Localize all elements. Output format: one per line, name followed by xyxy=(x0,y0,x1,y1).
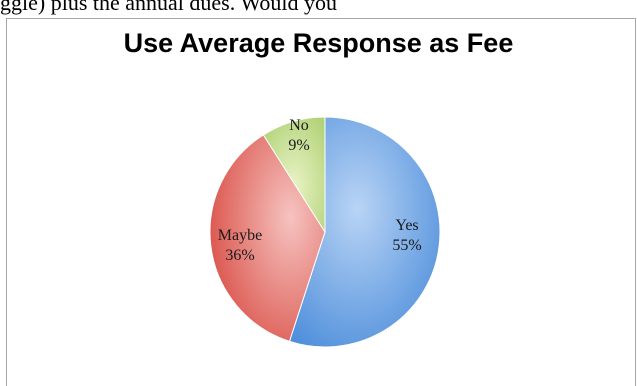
pie-slice-maybe xyxy=(209,134,326,343)
slice-value-maybe: 36% xyxy=(225,247,254,264)
pie-slice-yes xyxy=(288,116,441,348)
chart-title: Use Average Response as Fee xyxy=(123,28,514,58)
slice-value-yes: 55% xyxy=(392,237,421,254)
slice-value-no: 9% xyxy=(288,137,309,154)
slice-label-no: No xyxy=(289,117,309,134)
pie-slice-no xyxy=(262,116,326,234)
slice-label-maybe: Maybe xyxy=(218,227,262,244)
cropped-text-line: ggle) plus the annual dues. Would you xyxy=(0,0,337,15)
slice-label-yes: Yes xyxy=(395,217,418,234)
